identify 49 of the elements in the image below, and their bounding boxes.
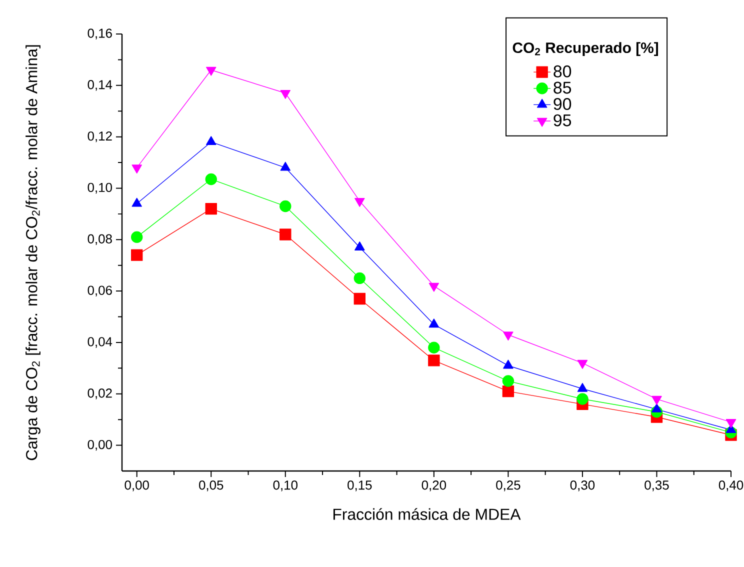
x-tick-label: 0,35	[644, 480, 669, 492]
point	[205, 173, 217, 186]
point	[652, 403, 662, 412]
legend-label: 80	[554, 65, 572, 78]
y-tick-label: 0,14	[88, 80, 112, 91]
y-axis-title: Carga de CO$_{2}$ [fracc. molar de CO$_{2}$/fracc. molar de Amina]	[26, 45, 40, 460]
x-tick-label: 0,20	[422, 480, 446, 492]
legend-label: 85	[554, 82, 572, 94]
legend-label: 90	[554, 98, 572, 110]
legend-label: 95	[554, 114, 572, 126]
x-tick-label: 0,40	[718, 480, 744, 492]
point	[576, 393, 588, 405]
y-tick-label: 0,10	[88, 182, 112, 194]
point	[428, 318, 440, 328]
y-tick-label: 0,00	[88, 440, 112, 451]
point	[428, 354, 440, 366]
x-tick-label: 0,30	[570, 480, 595, 492]
point	[354, 272, 366, 284]
point	[428, 342, 440, 354]
y-tick-label: 0,08	[88, 234, 112, 245]
x-tick-label: 0,15	[348, 480, 372, 492]
y-tick-label: 0,06	[88, 286, 112, 296]
x-tick-label: 0,25	[496, 480, 520, 492]
point	[354, 198, 365, 207]
y-tick-label: 0,02	[88, 388, 112, 400]
text: CO$_{2}$ Recuperado [%]	[512, 42, 658, 56]
point	[131, 231, 143, 243]
point	[354, 292, 366, 305]
point	[206, 66, 216, 76]
point	[280, 162, 290, 171]
y-tick-label: 0,04	[88, 337, 112, 348]
y-tick-label: 0,12	[88, 131, 112, 142]
point	[280, 90, 290, 99]
point	[354, 242, 365, 250]
y-tick-label: 0,16	[88, 28, 112, 40]
point	[502, 375, 514, 387]
point	[577, 382, 588, 392]
point	[131, 249, 143, 261]
x-tick-label: 0,00	[124, 480, 149, 492]
point	[502, 385, 514, 398]
x-tick-label: 0,10	[273, 480, 298, 492]
x-axis-title: Fracción másica de MDEA	[333, 508, 521, 520]
point	[503, 360, 514, 369]
x-tick-label: 0,05	[199, 480, 224, 492]
point	[280, 228, 292, 240]
point	[206, 136, 216, 146]
point	[280, 200, 292, 212]
point	[132, 198, 142, 207]
point	[205, 202, 217, 215]
